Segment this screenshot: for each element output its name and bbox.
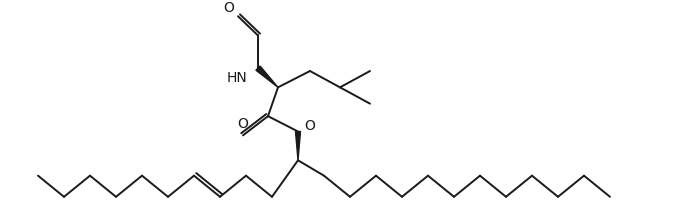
Polygon shape	[295, 132, 300, 160]
Text: HN: HN	[226, 71, 247, 85]
Text: O: O	[304, 119, 315, 133]
Polygon shape	[256, 66, 278, 87]
Text: O: O	[237, 117, 248, 131]
Text: O: O	[223, 1, 234, 15]
